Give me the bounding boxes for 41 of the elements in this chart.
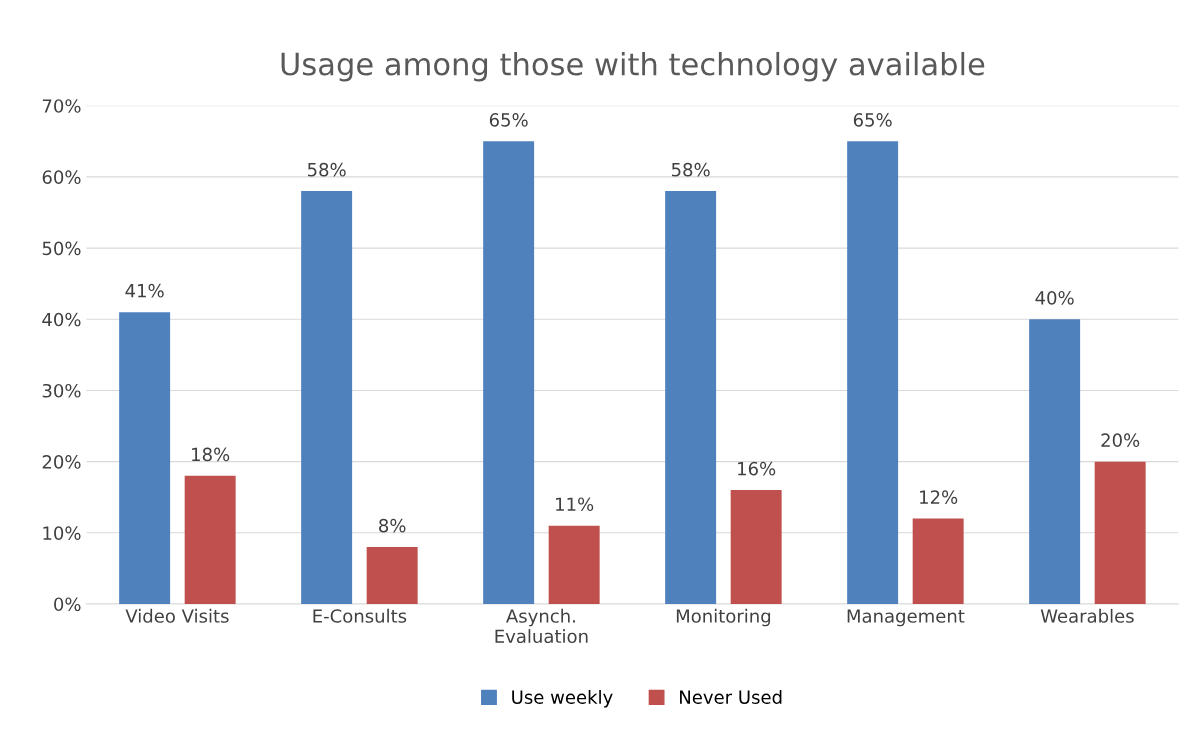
data-label: 12% xyxy=(920,490,958,504)
data-label: 58% xyxy=(671,162,710,177)
data-label: 18% xyxy=(192,447,230,462)
bar xyxy=(366,547,418,604)
chart-title: Usage among those with technology available xyxy=(281,51,985,82)
x-tick-label: Wearables xyxy=(1040,608,1134,623)
data-label: 58% xyxy=(307,162,346,177)
bar xyxy=(119,312,171,604)
x-tick-label: Monitoring xyxy=(676,608,771,627)
legend-label: Use weekly xyxy=(512,690,613,708)
y-tick-label: 50% xyxy=(42,241,81,256)
bar xyxy=(912,518,964,604)
bar xyxy=(483,141,535,604)
x-tick-label: Asynch. Evaluation xyxy=(495,608,588,644)
y-tick-label: 40% xyxy=(42,312,81,327)
data-label: 16% xyxy=(738,461,776,476)
bar xyxy=(1029,319,1081,604)
x-tick-label: Management xyxy=(847,609,965,627)
x-tick-label: E-Consults xyxy=(313,608,407,623)
data-label: 20% xyxy=(1101,433,1140,448)
data-label: 40% xyxy=(1035,290,1074,305)
data-label: 65% xyxy=(489,113,528,127)
y-tick-label: 70% xyxy=(42,99,81,113)
data-label: 41% xyxy=(125,283,164,298)
y-tick-label: 20% xyxy=(42,455,81,469)
data-label: 11% xyxy=(556,497,594,512)
legend-label: Never Used xyxy=(680,690,782,704)
bar xyxy=(847,141,899,604)
bar xyxy=(301,191,353,604)
y-tick-label: 0% xyxy=(54,597,81,612)
bar xyxy=(730,490,782,604)
data-label: 65% xyxy=(853,113,892,127)
bar xyxy=(665,191,717,604)
bar xyxy=(1094,461,1146,604)
bar xyxy=(548,525,600,604)
data-label: 8% xyxy=(379,518,406,533)
bar xyxy=(184,475,236,604)
y-tick-label: 10% xyxy=(43,526,81,540)
x-tick-label: Video Visits xyxy=(125,608,229,623)
y-tick-label: 30% xyxy=(42,383,81,398)
y-tick-label: 60% xyxy=(42,170,81,184)
